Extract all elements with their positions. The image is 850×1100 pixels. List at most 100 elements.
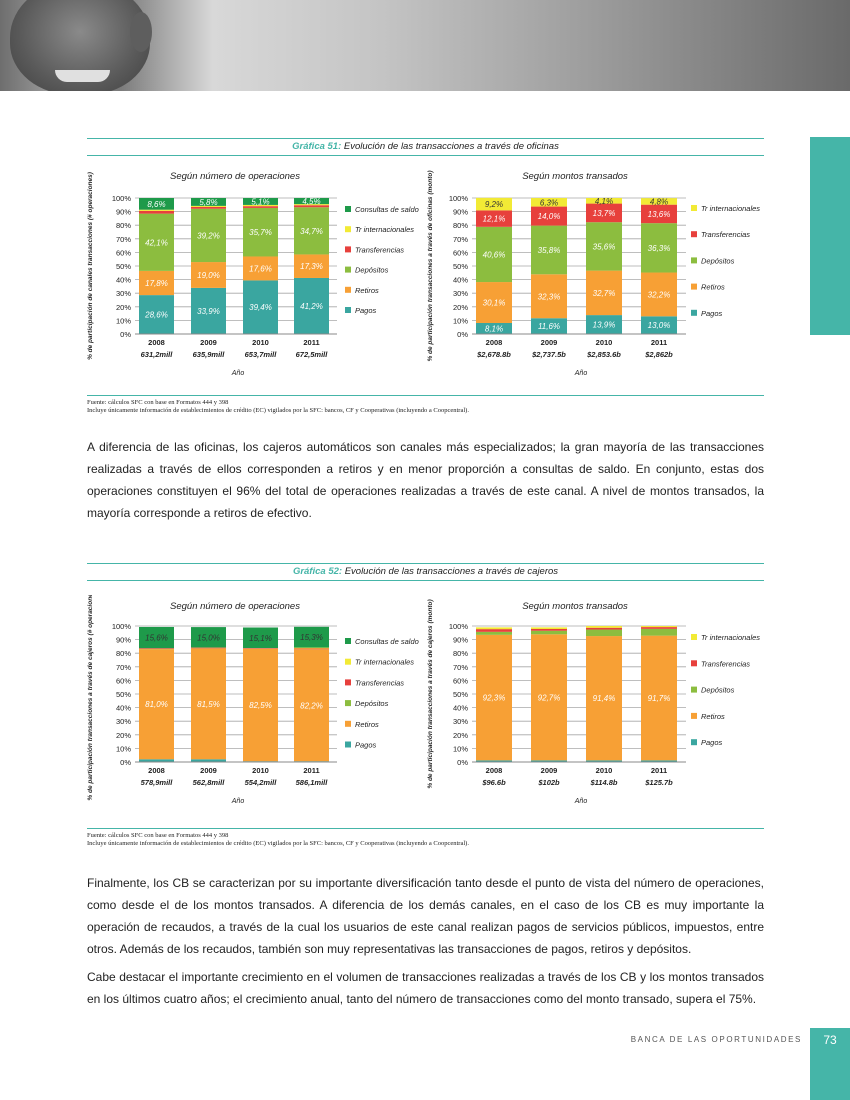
publication-name: BANCA DE LAS OPORTUNIDADES xyxy=(630,1035,802,1044)
bar-segment-transferencias xyxy=(476,629,512,632)
x-tick-label: 2008 xyxy=(486,338,503,347)
legend-label: Depósitos xyxy=(701,256,735,265)
bar-segment-depósitos xyxy=(476,226,512,283)
bar-segment-retiros xyxy=(586,270,622,316)
bar-segment-pagos xyxy=(531,318,567,334)
bar-segment-retiros xyxy=(586,636,622,761)
child-smile-image xyxy=(55,70,110,82)
bar-segment-retiros xyxy=(531,274,567,319)
bar-segment-tr-internacionales xyxy=(531,627,567,629)
y-tick-label: 40% xyxy=(116,276,131,285)
bar-segment-consultas-de-saldo xyxy=(139,626,174,649)
bar-segment-transferencias xyxy=(294,205,329,208)
bar-segment-transferencias xyxy=(191,647,226,649)
section-side-tab xyxy=(810,137,850,335)
bar-segment-tr-internacionales xyxy=(294,647,329,649)
y-tick-label: 90% xyxy=(453,636,468,645)
x-tick-label: 2009 xyxy=(541,766,558,775)
legend-label: Pagos xyxy=(701,309,723,318)
bar-segment-depósitos xyxy=(586,629,622,637)
legend-swatch xyxy=(345,741,351,748)
legend-swatch xyxy=(691,283,697,290)
header-photo xyxy=(0,0,850,91)
y-tick-label: 80% xyxy=(116,649,131,658)
data-label: 32,7% xyxy=(593,289,616,298)
x-total-label: $125.7b xyxy=(644,778,673,787)
legend-label: Retiros xyxy=(701,712,725,721)
y-tick-label: 10% xyxy=(116,316,131,325)
x-tick-label: 2009 xyxy=(200,338,217,347)
bar-segment-pagos xyxy=(531,760,567,762)
chart-oficinas-operaciones: Según número de operaciones 0% 10% 20% 30% 40… xyxy=(87,171,419,377)
y-tick-label: 100% xyxy=(112,622,132,631)
bar-segment-transferencias xyxy=(476,210,512,227)
bar-segment-retiros xyxy=(641,635,677,761)
legend-swatch xyxy=(345,307,351,313)
bar-segment-transferencias xyxy=(294,648,329,650)
bar-segment-tr-internacionales xyxy=(139,209,174,211)
data-label: 82,5% xyxy=(249,701,272,710)
bar-segment-pagos xyxy=(586,315,622,334)
y-tick-label: 100% xyxy=(449,194,469,203)
bar-segment-retiros xyxy=(191,262,226,288)
bar-segment-depósitos xyxy=(476,631,512,635)
y-tick-label: 50% xyxy=(116,262,131,271)
bar-segment-retiros xyxy=(531,634,567,761)
y-tick-label: 0% xyxy=(120,330,131,339)
legend-swatch xyxy=(345,700,351,707)
bar-segment-pagos xyxy=(139,759,174,762)
bar-segment-consultas-de-saldo xyxy=(294,626,329,648)
bar-segment-transferencias xyxy=(243,648,278,649)
legend-label: Transferencias xyxy=(355,678,404,687)
chart-title: Según número de operaciones xyxy=(170,601,300,612)
x-total-label: $114.8b xyxy=(590,778,618,787)
bar-segment-tr-internacionales xyxy=(476,197,512,211)
bar-segment-depósitos xyxy=(139,213,174,271)
legend-swatch xyxy=(345,720,351,727)
data-label: 13,0% xyxy=(648,321,671,330)
bar-segment-transferencias xyxy=(531,206,567,226)
y-tick-label: 60% xyxy=(453,248,468,257)
bar-segment-retiros xyxy=(476,634,512,761)
figure-52-footnote: Fuente: cálculos SFC con base en Formato… xyxy=(87,828,764,848)
y-tick-label: 10% xyxy=(116,744,131,753)
x-tick-label: 2008 xyxy=(148,766,165,775)
y-tick-label: 50% xyxy=(453,690,468,699)
bar-segment-depósitos xyxy=(531,630,567,635)
page-number-box xyxy=(810,1028,850,1100)
data-label: 17,8% xyxy=(145,279,168,288)
y-tick-label: 0% xyxy=(457,758,468,767)
bar-segment-consultas-de-saldo xyxy=(294,198,329,205)
data-label: 34,7% xyxy=(300,227,323,236)
bar-segment-retiros xyxy=(641,272,677,317)
x-total-label: $2,678.8b xyxy=(476,350,511,359)
y-tick-label: 20% xyxy=(453,731,468,740)
data-label: 13,6% xyxy=(648,210,671,219)
legend-label: Depósitos xyxy=(355,699,389,708)
bar-segment-depósitos xyxy=(191,208,226,263)
y-axis-label: % de participación de canales transaccio… xyxy=(87,172,94,360)
data-label: 4,8% xyxy=(650,197,668,206)
x-total-label: 635,9mill xyxy=(193,350,226,359)
bar-segment-tr-internacionales xyxy=(243,204,278,207)
figure-52-label: Gráfica 52: xyxy=(292,566,343,577)
y-axis-label: % de participación transacciones a travé… xyxy=(87,595,94,801)
legend-label: Pagos xyxy=(355,741,377,750)
bar-segment-transferencias xyxy=(191,206,226,209)
legend-swatch xyxy=(345,226,351,233)
data-label: 91,4% xyxy=(593,694,616,703)
x-tick-label: 2010 xyxy=(252,766,269,775)
bar-segment-consultas-de-saldo xyxy=(243,627,278,649)
legend-swatch xyxy=(691,257,697,264)
y-tick-label: 60% xyxy=(453,676,468,685)
x-tick-label: 2011 xyxy=(651,338,667,347)
x-tick-label: 2010 xyxy=(596,338,613,347)
bar-segment-depósitos xyxy=(294,207,329,255)
legend-label: Depósitos xyxy=(701,686,735,695)
data-label: 13,7% xyxy=(593,209,616,218)
chart-title: Según montos transados xyxy=(522,171,628,182)
x-tick-label: 2011 xyxy=(303,766,319,775)
x-tick-label: 2008 xyxy=(148,338,165,347)
legend-swatch xyxy=(691,660,697,667)
bar-segment-tr-internacionales xyxy=(586,198,622,204)
